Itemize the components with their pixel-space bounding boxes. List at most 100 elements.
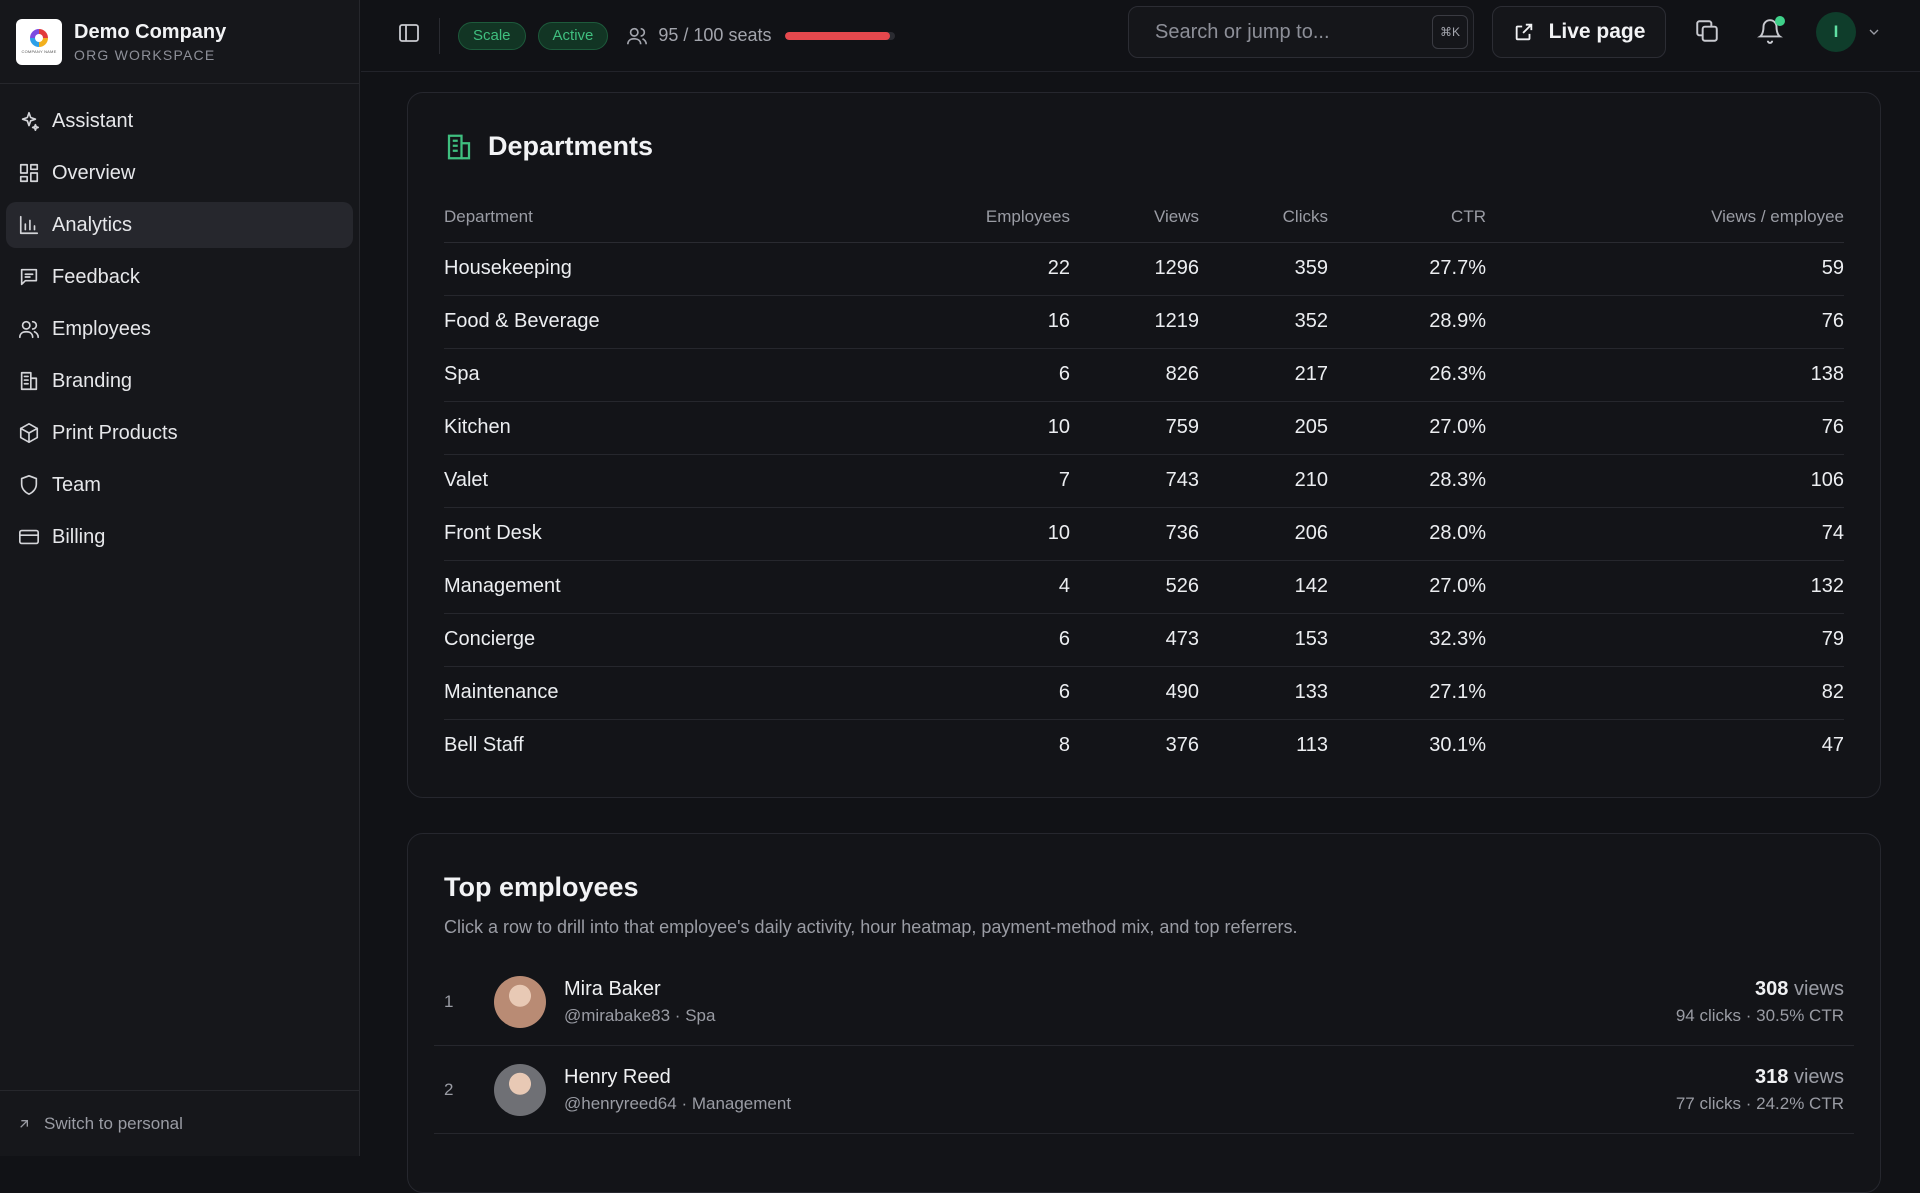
table-cell: 142 — [1199, 560, 1328, 614]
copy-button[interactable] — [1694, 18, 1720, 49]
live-page-label: Live page — [1548, 20, 1646, 43]
divider — [439, 17, 440, 54]
table-cell: 206 — [1199, 507, 1328, 561]
sidebar-item-overview[interactable]: Overview — [6, 150, 353, 196]
sidebar-item-feedback[interactable]: Feedback — [6, 254, 353, 300]
table-cell: 27.0% — [1328, 560, 1486, 614]
switch-to-personal-button[interactable]: Switch to personal — [0, 1090, 359, 1156]
message-icon — [20, 268, 38, 286]
sidebar-item-assistant[interactable]: Assistant — [6, 98, 353, 144]
employee-row[interactable]: 1 Mira Baker @mirabake83 · Spa 308 views 94 … — [434, 958, 1854, 1046]
sidebar-item-billing[interactable]: Billing — [6, 514, 353, 560]
table-cell: 10 — [904, 401, 1070, 455]
table-cell: 138 — [1486, 348, 1844, 402]
column-header[interactable]: Department — [444, 192, 904, 243]
copy-icon — [1696, 20, 1718, 42]
search-input[interactable] — [1155, 20, 1420, 44]
sidebar-item-label: Team — [52, 473, 101, 496]
search-box[interactable]: ⌘K — [1128, 6, 1474, 58]
department-name-cell: Concierge — [444, 613, 904, 667]
employee-meta: @henryreed64 · Management — [564, 1093, 792, 1113]
table-cell: 759 — [1070, 401, 1199, 455]
table-cell: 79 — [1486, 613, 1844, 667]
bell-icon — [1757, 19, 1783, 44]
org-switcher[interactable]: COMPANY NAME Demo Company ORG WORKSPACE — [0, 0, 359, 84]
sidebar-item-team[interactable]: Team — [6, 462, 353, 508]
employee-row[interactable]: 2 Henry Reed @henryreed64 · Management 318 … — [434, 1046, 1854, 1134]
table-row[interactable]: Front Desk 10 736 206 28.0% 74 — [444, 507, 1844, 561]
table-cell: 205 — [1199, 401, 1328, 455]
chevron-down-icon — [1869, 29, 1879, 35]
arrow-up-right-icon — [20, 1119, 28, 1128]
sidebar-item-label: Billing — [52, 525, 106, 548]
status-badge: Active — [537, 21, 609, 50]
sidebar-item-label: Branding — [52, 369, 133, 392]
departments-card: Departments Department Employees Views C… — [407, 92, 1881, 798]
department-name-cell: Front Desk — [444, 507, 904, 561]
shield-icon — [20, 475, 38, 495]
table-cell: 132 — [1486, 560, 1844, 614]
top-employees-card: Top employees Click a row to drill into … — [407, 833, 1881, 1193]
table-row[interactable]: Management 4 526 142 27.0% 132 — [444, 560, 1844, 614]
column-header[interactable]: Clicks — [1199, 192, 1328, 243]
table-cell: 1219 — [1070, 295, 1199, 349]
department-name-cell: Maintenance — [444, 666, 904, 720]
column-header[interactable]: Employees — [904, 192, 1070, 243]
table-cell: 74 — [1486, 507, 1844, 561]
seats-text: 95 / 100 seats — [658, 25, 772, 45]
column-header[interactable]: Views — [1070, 192, 1199, 243]
grid-icon — [19, 163, 39, 183]
table-cell: 133 — [1199, 666, 1328, 720]
department-name-cell: Management — [444, 560, 904, 614]
plan-badge: Scale — [458, 21, 526, 50]
table-cell: 6 — [904, 348, 1070, 402]
sidebar-item-analytics[interactable]: Analytics — [6, 202, 353, 248]
department-name-cell: Valet — [444, 454, 904, 508]
table-cell: 4 — [904, 560, 1070, 614]
top-employees-subtitle: Click a row to drill into that employee'… — [444, 917, 1298, 937]
toggle-sidebar-button[interactable] — [397, 21, 421, 50]
table-row[interactable]: Bell Staff 8 376 113 30.1% 47 — [444, 719, 1844, 772]
logo-mark-icon — [30, 29, 48, 47]
user-avatar[interactable]: I — [1816, 12, 1856, 52]
table-cell: 6 — [904, 666, 1070, 720]
sidebar-item-print-products[interactable]: Print Products — [6, 410, 353, 456]
table-row[interactable]: Spa 6 826 217 26.3% 138 — [444, 348, 1844, 402]
notifications-button[interactable] — [1757, 16, 1785, 49]
column-header[interactable]: Views / employee — [1486, 192, 1844, 243]
table-cell: 7 — [904, 454, 1070, 508]
bar-chart-icon — [19, 215, 39, 235]
table-row[interactable]: Housekeeping 22 1296 359 27.7% 59 — [444, 242, 1844, 296]
sidebar-panel-icon — [399, 24, 419, 42]
live-page-button[interactable]: Live page — [1492, 6, 1666, 58]
table-cell: 217 — [1199, 348, 1328, 402]
table-cell: 473 — [1070, 613, 1199, 667]
table-cell: 30.1% — [1429, 734, 1486, 757]
table-row[interactable]: Valet 7 743 210 28.3% 106 — [444, 454, 1844, 508]
topbar: Scale Active 95 / 100 seats ⌘K Live page… — [361, 0, 1920, 72]
table-cell: 26.3% — [1328, 348, 1486, 402]
table-cell: 352 — [1199, 295, 1328, 349]
logo-text: COMPANY NAME — [21, 49, 57, 54]
sidebar: COMPANY NAME Demo Company ORG WORKSPACE … — [0, 0, 360, 1156]
table-cell: 10 — [904, 507, 1070, 561]
column-header[interactable]: CTR — [1328, 192, 1486, 243]
department-name-cell: Bell Staff — [444, 734, 524, 757]
table-row[interactable]: Food & Beverage 16 1219 352 28.9% 76 — [444, 295, 1844, 349]
sidebar-item-employees[interactable]: Employees — [6, 306, 353, 352]
user-menu-toggle[interactable] — [1866, 24, 1882, 45]
table-row[interactable]: Kitchen 10 759 205 27.0% 76 — [444, 401, 1844, 455]
table-row[interactable]: Concierge 6 473 153 32.3% 79 — [444, 613, 1844, 667]
departments-table: Department Employees Views Clicks CTR Vi… — [444, 192, 1844, 772]
table-cell: 28.9% — [1328, 295, 1486, 349]
table-row[interactable]: Maintenance 6 490 133 27.1% 82 — [444, 666, 1844, 720]
sidebar-item-branding[interactable]: Branding — [6, 358, 353, 404]
table-cell: 16 — [904, 295, 1070, 349]
table-cell: 359 — [1199, 242, 1328, 296]
table-cell: 59 — [1486, 242, 1844, 296]
employee-stats: 94 clicks · 30.5% CTR — [1675, 1005, 1844, 1025]
sidebar-item-label: Feedback — [52, 265, 140, 288]
external-link-icon — [1515, 23, 1532, 41]
employee-views: 318 — [1755, 1065, 1789, 1088]
table-cell: 6 — [904, 613, 1070, 667]
